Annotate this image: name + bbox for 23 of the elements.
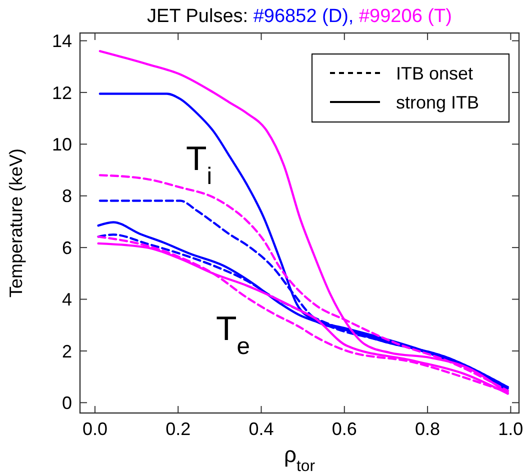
annotation: T$_{e}$: [216, 310, 250, 360]
y-tick-label: 6: [62, 238, 72, 258]
x-tick-label: 0.2: [166, 419, 191, 439]
y-tick-label: 14: [52, 31, 72, 52]
y-tick-label: 0: [62, 392, 72, 413]
text: #96852 (D),: [248, 6, 354, 27]
x-axis-title: ρ$_{tor}$: [284, 442, 316, 472]
annotation: T$_{i}$: [186, 140, 212, 190]
x-tick-label: 0.6: [332, 419, 357, 439]
y-tick-label: 10: [52, 134, 72, 154]
y-axis-title: Temperature (keV): [6, 148, 26, 298]
x-tick-label: 1.0: [498, 419, 524, 439]
chart-title: JET Pulses:: [147, 6, 248, 27]
annotation: ITB onset: [396, 63, 474, 84]
x-tick-label: 0.0: [82, 419, 108, 439]
x-tick-label: 0.8: [415, 419, 440, 439]
y-tick-label: 2: [62, 341, 72, 362]
text: #99206 (T): [354, 6, 452, 27]
y-tick-label: 4: [62, 290, 72, 310]
annotation: strong ITB: [396, 92, 480, 112]
y-tick-label: 8: [62, 186, 72, 206]
y-tick-label: 12: [52, 82, 72, 103]
x-tick-label: 0.4: [248, 419, 274, 439]
